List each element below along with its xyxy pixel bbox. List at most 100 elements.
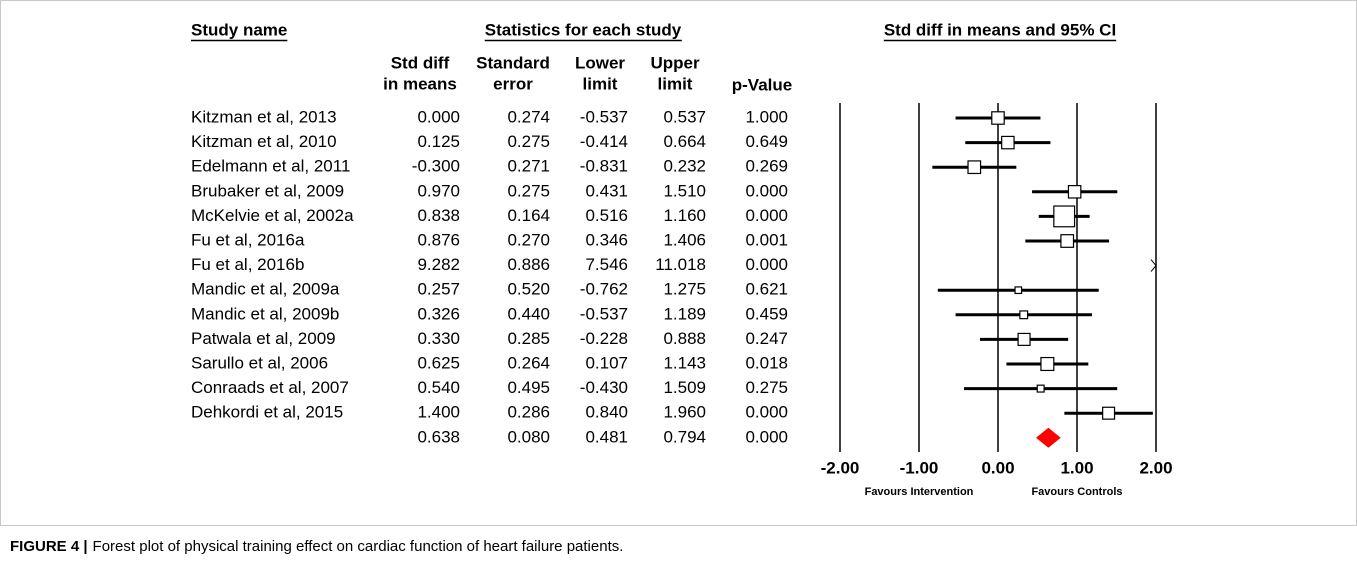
table-cell: 0.274 <box>507 107 550 126</box>
study-name: Dehkordi et al, 2015 <box>191 403 343 422</box>
study-name: Kitzman et al, 2010 <box>191 132 337 151</box>
column-header: Standard <box>476 53 550 72</box>
effect-box <box>1017 332 1031 346</box>
table-cell: 1.275 <box>663 280 706 299</box>
table-cell: 0.794 <box>663 427 706 446</box>
effect-box <box>1014 286 1023 295</box>
effect-box <box>1001 135 1015 150</box>
overflow-arrow <box>1150 259 1157 272</box>
table-cell: 0.000 <box>745 427 788 446</box>
study-name: Patwala et al, 2009 <box>191 329 336 348</box>
column-header: in means <box>383 74 457 93</box>
effect-box <box>1060 234 1075 248</box>
table-cell: 0.286 <box>507 403 550 422</box>
study-name: Mandic et al, 2009b <box>191 304 339 323</box>
table-cell: 1.189 <box>663 304 706 323</box>
caption-text: Forest plot of physical training effect … <box>93 538 624 555</box>
table-cell: 0.440 <box>507 304 550 323</box>
table-cell: 0.520 <box>507 280 550 299</box>
table-cell: 0.838 <box>417 206 460 225</box>
study-name: Conraads et al, 2007 <box>191 378 349 397</box>
table-cell: 0.970 <box>417 181 460 200</box>
table-cell: -0.430 <box>580 378 628 397</box>
effect-box <box>967 160 982 175</box>
table-cell: 0.516 <box>585 206 628 225</box>
column-header: limit <box>658 74 693 93</box>
x-tick-label: -2.00 <box>821 458 860 477</box>
effect-box <box>1040 356 1055 372</box>
table-cell: -0.762 <box>580 280 628 299</box>
caption-label: FIGURE 4 | <box>10 538 88 555</box>
table-cell: 0.285 <box>507 329 550 348</box>
column-header: p-Value <box>732 75 792 94</box>
column-header: limit <box>583 74 618 93</box>
table-cell: 0.271 <box>507 157 550 176</box>
effect-box <box>991 111 1005 125</box>
table-cell: 0.431 <box>585 181 628 200</box>
study-name: Fu et al, 2016a <box>191 230 305 249</box>
column-header: Std diff <box>391 53 450 72</box>
column-header: Upper <box>650 53 700 72</box>
plot-title: Std diff in means and 95% CI <box>884 20 1116 39</box>
table-cell: 9.282 <box>417 255 460 274</box>
table-cell: 0.540 <box>417 378 460 397</box>
table-cell: 0.346 <box>585 230 628 249</box>
table-cell: 0.164 <box>507 206 550 225</box>
table-cell: 0.125 <box>417 132 460 151</box>
table-cell: 0.876 <box>417 230 460 249</box>
table-cell: 0.886 <box>507 255 550 274</box>
effect-box <box>1053 205 1076 228</box>
table-cell: 0.275 <box>745 378 788 397</box>
plot-area <box>932 111 1153 448</box>
table-cell: 0.326 <box>417 304 460 323</box>
table-cell: 0.000 <box>745 206 788 225</box>
table-cell: 0.625 <box>417 353 460 372</box>
table-cell: 0.080 <box>507 427 550 446</box>
table-cell: 0.888 <box>663 329 706 348</box>
table-cell: 0.840 <box>585 403 628 422</box>
x-tick-label: -1.00 <box>900 458 939 477</box>
table-cell: 0.018 <box>745 353 788 372</box>
table-cell: 11.018 <box>655 255 706 274</box>
table-cell: 0.275 <box>507 132 550 151</box>
study-name: Edelmann et al, 2011 <box>191 157 350 176</box>
table-cell: 0.264 <box>507 353 550 372</box>
table-cell: 7.546 <box>585 255 628 274</box>
table-cell: 0.269 <box>745 157 788 176</box>
summary-diamond <box>1035 427 1061 448</box>
column-header: error <box>493 74 533 93</box>
study-name: Kitzman et al, 2013 <box>191 107 337 126</box>
table-cell: 0.481 <box>585 427 628 446</box>
study-name: McKelvie et al, 2002a <box>191 206 354 225</box>
table-cell: -0.414 <box>580 132 628 151</box>
caption: FIGURE 4 | Forest plot of physical traini… <box>10 538 623 555</box>
table-cell: 0.459 <box>745 304 788 323</box>
effect-box <box>1067 185 1082 199</box>
table-cell: 0.000 <box>417 107 460 126</box>
table-cell: 0.000 <box>745 255 788 274</box>
table-cell: 1.406 <box>663 230 706 249</box>
table-cell: 0.107 <box>585 353 628 372</box>
left-label: Favours Intervention <box>865 486 974 498</box>
x-tick-label: 1.00 <box>1060 458 1093 477</box>
table-cell: 1.143 <box>663 353 706 372</box>
table-cell: -0.537 <box>580 304 628 323</box>
table-cell: -0.537 <box>580 107 628 126</box>
table-cell: 1.509 <box>663 378 706 397</box>
effect-box <box>1102 406 1116 420</box>
table-cell: 1.960 <box>663 403 706 422</box>
table-cell: 0.000 <box>745 181 788 200</box>
study-name: Fu et al, 2016b <box>191 255 304 274</box>
study-name: Mandic et al, 2009a <box>191 280 340 299</box>
table-cell: 0.257 <box>417 280 460 299</box>
study-name: Brubaker et al, 2009 <box>191 181 344 200</box>
table-cell: 0.000 <box>745 403 788 422</box>
x-tick-label: 2.00 <box>1139 458 1172 477</box>
table-cell: 0.649 <box>745 132 788 151</box>
table-cell: 1.000 <box>745 107 788 126</box>
right-label: Favours Controls <box>1031 486 1122 498</box>
table-cell: 0.537 <box>663 107 706 126</box>
table-cell: 1.400 <box>417 403 460 422</box>
statistics-title: Statistics for each study <box>485 20 682 39</box>
